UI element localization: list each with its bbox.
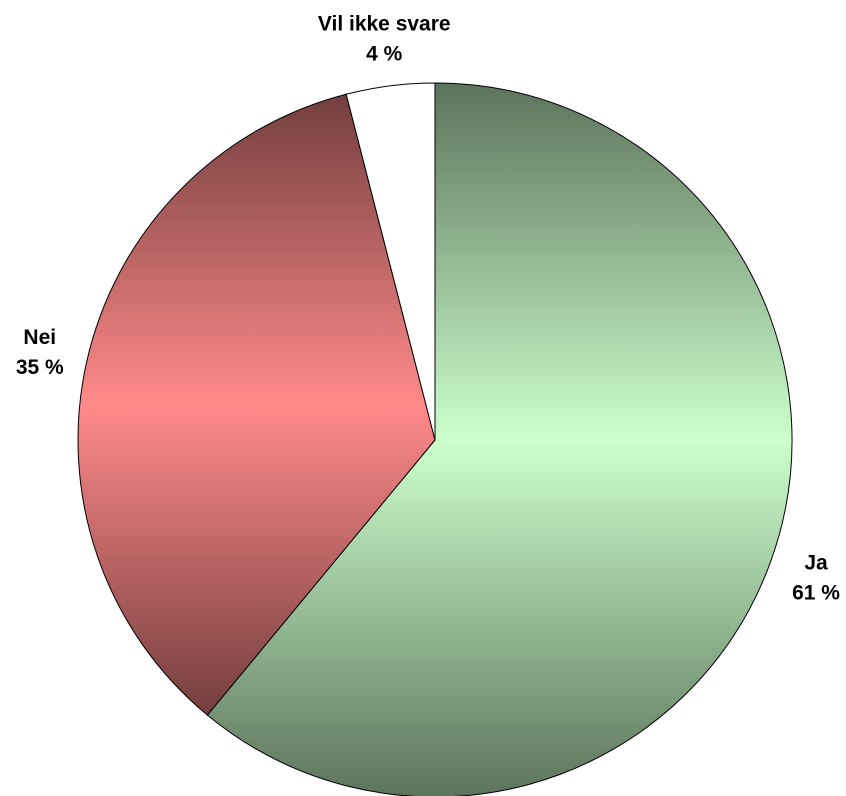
slice-value-label: 4 %: [366, 43, 403, 66]
slice-category-label: Ja: [804, 552, 828, 575]
slice-value-label: 35 %: [16, 356, 64, 379]
pie-slice: [345, 82, 436, 441]
slice-value-label: 61 %: [792, 582, 840, 605]
pie-slice: [206, 82, 793, 796]
slice-category-label: Nei: [23, 326, 56, 349]
pie-slice: [77, 93, 436, 716]
slice-category-label: Vil ikke svare: [318, 13, 451, 36]
